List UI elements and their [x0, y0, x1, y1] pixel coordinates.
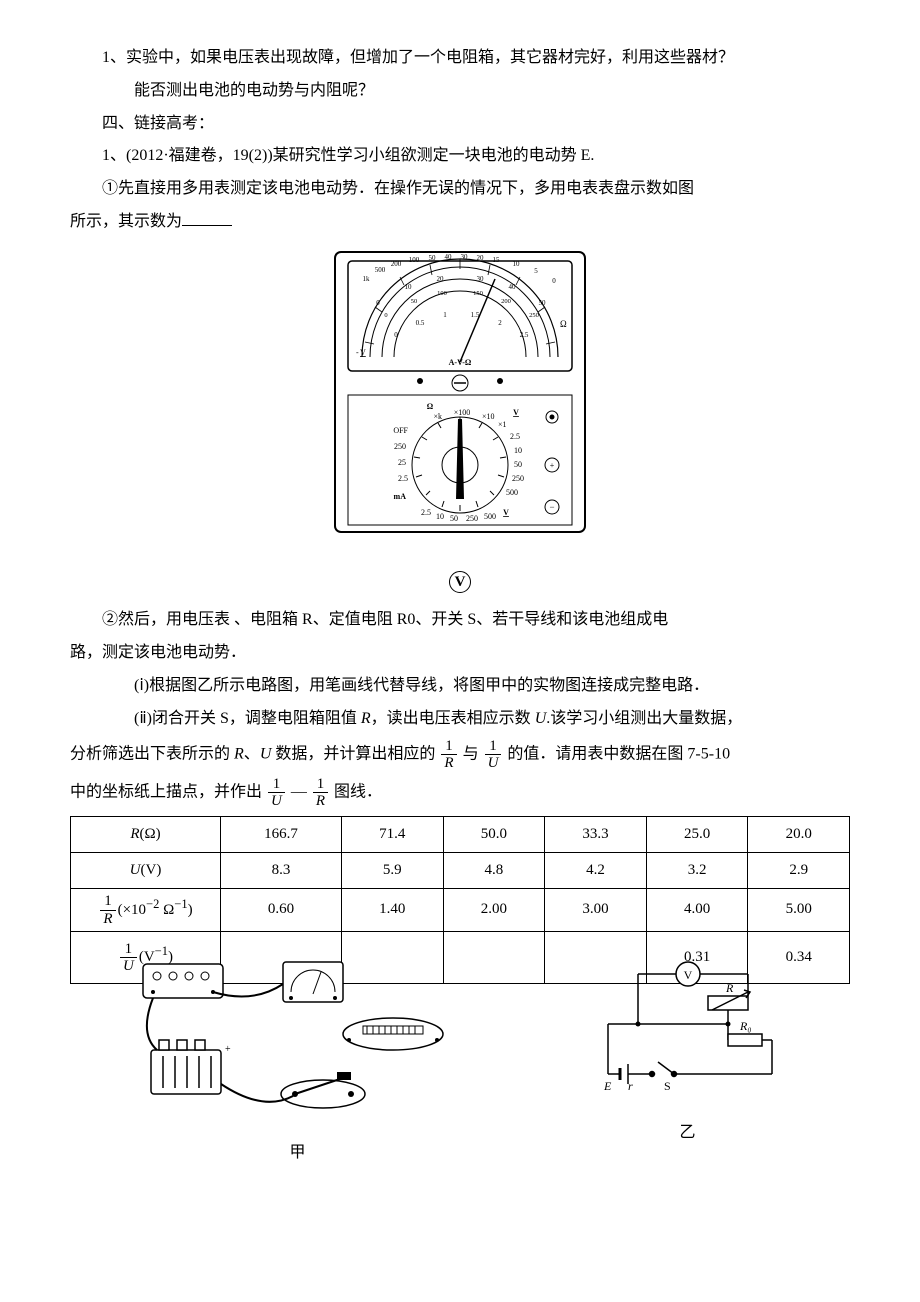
svg-text:250: 250	[466, 514, 478, 523]
svg-text:30: 30	[461, 253, 469, 261]
svg-text:+: +	[225, 1044, 231, 1055]
svg-text:25: 25	[398, 458, 406, 467]
svg-text:500: 500	[484, 512, 496, 521]
svg-text:0: 0	[394, 331, 398, 339]
svg-text:×10: ×10	[482, 412, 495, 421]
svg-text:0: 0	[384, 312, 387, 319]
step-ii-b: 分析筛选出下表所示的 R、U 数据，并计算出相应的 1R 与 1U 的值．请用表…	[70, 738, 850, 772]
q1-line1: 1、实验中，如果电压表出现故障，但增加了一个电阻箱，其它器材完好，利用这些器材？	[70, 44, 850, 73]
svg-text:Ω: Ω	[560, 319, 567, 329]
svg-text:−: −	[549, 502, 554, 512]
svg-text:50: 50	[539, 299, 547, 307]
step2-b: 路，测定该电池电动势．	[70, 639, 850, 668]
diagram-yi: V R R₀ E r S 乙	[588, 954, 788, 1148]
svg-text:2: 2	[498, 319, 502, 327]
svg-text:50: 50	[450, 514, 458, 523]
multimeter-svg: 1k 500 200 100 50 40 30 20 15 10 5 0 0 1…	[330, 247, 590, 537]
step1-b: 所示，其示数为	[70, 208, 850, 237]
table-row: U(V) 8.3 5.9 4.8 4.2 3.2 2.9	[71, 852, 850, 888]
svg-text:OFF: OFF	[393, 426, 408, 435]
svg-text:250: 250	[512, 474, 524, 483]
svg-text:250: 250	[529, 312, 539, 319]
svg-text:10: 10	[405, 283, 413, 291]
q-source: 1、(2012·福建卷，19(2))某研究性学习小组欲测定一块电池的电动势 E.	[70, 142, 850, 171]
svg-text:×k: ×k	[433, 412, 442, 421]
step-ii-c: 中的坐标纸上描点，并作出 1U — 1R 图线．	[70, 776, 850, 810]
svg-text:10: 10	[436, 512, 444, 521]
caption-yi: 乙	[588, 1119, 788, 1148]
svg-text:2.5: 2.5	[510, 432, 520, 441]
svg-text:10: 10	[514, 446, 522, 455]
svg-text:250: 250	[394, 442, 406, 451]
svg-text:×1: ×1	[498, 420, 507, 429]
svg-text:0: 0	[376, 299, 380, 307]
svg-text:×100: ×100	[454, 408, 471, 417]
svg-text:0.5: 0.5	[416, 319, 425, 327]
svg-text:E: E	[603, 1079, 612, 1093]
section-header: 四、链接高考：	[70, 110, 850, 139]
step-ii-a: (ⅱ)闭合开关 S，调整电阻箱阻值 R，读出电压表相应示数 U.该学习小组测出大…	[70, 705, 850, 734]
step1-b-text: 所示，其示数为	[70, 213, 182, 230]
svg-text:2.5: 2.5	[398, 474, 408, 483]
svg-text:40: 40	[445, 253, 453, 261]
svg-text:-: -	[356, 348, 359, 357]
step2-a1: ②然后，用电压表	[102, 611, 230, 628]
svg-text:2.5: 2.5	[520, 331, 529, 339]
svg-text:40: 40	[509, 283, 517, 291]
svg-text:V: V	[360, 348, 366, 357]
multimeter-figure: 1k 500 200 100 50 40 30 20 15 10 5 0 0 1…	[70, 247, 850, 548]
svg-text:+: +	[550, 461, 555, 470]
svg-text:50: 50	[429, 254, 437, 262]
svg-text:200: 200	[391, 260, 402, 268]
svg-text:5: 5	[534, 267, 538, 275]
diagrams: + 甲	[70, 954, 850, 1168]
svg-text:500: 500	[506, 488, 518, 497]
svg-text:V: V	[683, 968, 692, 982]
svg-text:R₀: R₀	[739, 1019, 752, 1033]
frac-1-R: 1R	[441, 738, 456, 772]
step2-a: ②然后，用电压表 、电阻箱 R、定值电阻 R0、开关 S、若干导线和该电池组成电	[70, 606, 850, 635]
svg-text:r: r	[628, 1079, 633, 1093]
svg-text:S: S	[664, 1079, 671, 1093]
svg-text:20: 20	[437, 275, 445, 283]
table-row: R(Ω) 166.7 71.4 50.0 33.3 25.0 20.0	[71, 816, 850, 852]
svg-text:V: V	[513, 408, 519, 417]
step-i: (ⅰ)根据图乙所示电路图，用笔画线代替导线，将图甲中的实物图连接成完整电路．	[70, 672, 850, 701]
svg-text:30: 30	[477, 275, 485, 283]
svg-text:1: 1	[443, 311, 447, 319]
svg-text:10: 10	[513, 260, 521, 268]
svg-text:1k: 1k	[363, 275, 371, 283]
svg-text:mA: mA	[394, 492, 407, 501]
svg-text:150: 150	[473, 290, 483, 297]
svg-text:Ω: Ω	[427, 402, 434, 411]
step1-a: ①先直接用多用表测定该电池电动势．在操作无误的情况下，多用电表表盘示数如图	[70, 175, 850, 204]
diagram-jia: + 甲	[133, 954, 463, 1168]
svg-text:A-V-Ω: A-V-Ω	[449, 358, 472, 367]
svg-text:V: V	[503, 508, 509, 517]
circled-v-icon: V	[449, 571, 471, 593]
q1-line2: 能否测出电池的电动势与内阻呢？	[70, 77, 850, 106]
svg-text:20: 20	[477, 254, 485, 262]
fill-blank[interactable]	[182, 210, 232, 226]
svg-text:0: 0	[552, 277, 556, 285]
caption-jia: 甲	[133, 1139, 463, 1168]
svg-text:50: 50	[514, 460, 522, 469]
svg-text:200: 200	[501, 298, 511, 305]
step2-a2: 、电阻箱 R、定值电阻 R0、开关 S、若干导线和该电池组成电	[234, 611, 668, 628]
svg-text:100: 100	[409, 256, 420, 264]
svg-text:50: 50	[411, 298, 418, 305]
svg-text:R: R	[725, 981, 734, 995]
svg-text:15: 15	[493, 256, 501, 264]
frac-1-U: 1U	[485, 738, 502, 772]
svg-text:500: 500	[375, 266, 386, 274]
svg-text:2.5: 2.5	[421, 508, 431, 517]
table-row: 1R(×10−2 Ω−1) 0.60 1.40 2.00 3.00 4.00 5…	[71, 888, 850, 932]
svg-text:100: 100	[437, 290, 447, 297]
